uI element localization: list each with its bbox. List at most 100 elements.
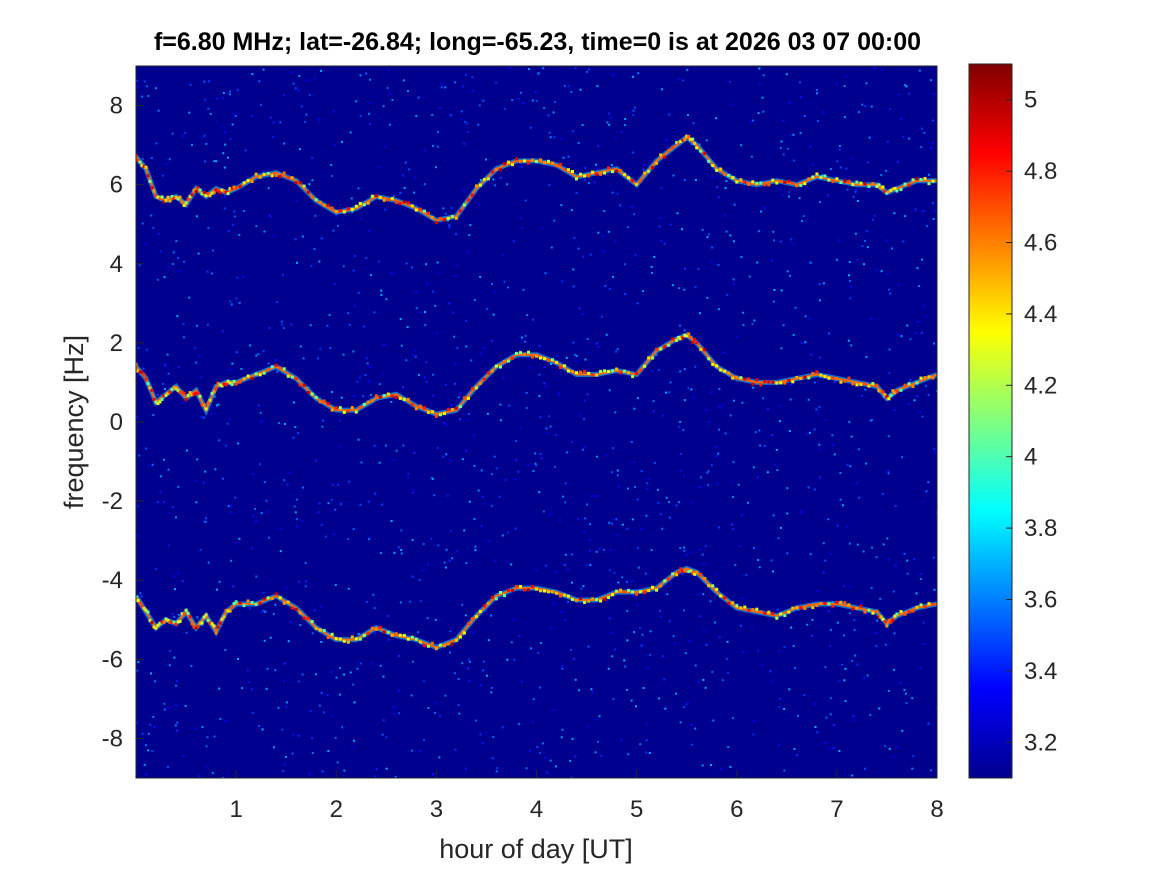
trace-point <box>667 149 671 153</box>
noise-pixel <box>272 612 275 615</box>
noise-pixel <box>699 615 702 618</box>
trace-point <box>895 612 899 616</box>
trace-point <box>503 162 506 166</box>
noise-pixel <box>538 373 541 376</box>
noise-pixel <box>492 313 495 316</box>
noise-pixel <box>630 699 633 702</box>
noise-pixel <box>297 680 300 683</box>
trace-point <box>220 617 224 621</box>
noise-pixel <box>618 485 621 488</box>
noise-pixel <box>868 136 871 139</box>
trace-point <box>535 160 538 163</box>
noise-pixel <box>560 137 563 140</box>
noise-pixel <box>395 449 398 452</box>
trace-point <box>232 379 236 383</box>
trace-point <box>751 180 755 184</box>
trace-point <box>687 570 691 574</box>
noise-pixel <box>465 320 468 322</box>
trace-point <box>394 200 398 204</box>
noise-pixel <box>822 542 825 545</box>
trace-point <box>551 590 554 594</box>
noise-pixel <box>611 655 614 658</box>
noise-pixel <box>284 423 287 425</box>
noise-pixel <box>807 486 810 489</box>
noise-pixel <box>575 359 578 362</box>
noise-pixel <box>848 420 851 423</box>
noise-pixel <box>352 269 355 272</box>
noise-pixel <box>926 225 929 228</box>
noise-pixel <box>418 749 421 752</box>
noise-pixel <box>620 739 623 742</box>
noise-pixel <box>856 543 859 546</box>
trace-point <box>286 176 290 180</box>
noise-pixel <box>757 559 760 561</box>
noise-pixel <box>222 152 225 155</box>
trace-point <box>783 381 787 385</box>
noise-pixel <box>524 334 527 337</box>
noise-pixel <box>904 84 907 86</box>
noise-pixel <box>427 707 430 710</box>
noise-pixel <box>236 276 239 279</box>
trace-layer <box>136 134 937 651</box>
trace-point <box>334 209 338 213</box>
noise-pixel <box>468 680 471 683</box>
noise-pixel <box>703 629 705 631</box>
trace-point <box>350 406 354 410</box>
noise-pixel <box>152 414 155 417</box>
trace-point <box>823 601 827 605</box>
noise-pixel <box>141 732 144 735</box>
noise-pixel <box>920 572 923 575</box>
trace-point <box>879 186 883 190</box>
noise-pixel <box>761 96 764 99</box>
noise-pixel <box>843 679 846 682</box>
noise-pixel <box>383 343 386 346</box>
trace-point <box>499 365 502 369</box>
trace-point <box>302 616 306 620</box>
noise-pixel <box>677 501 680 504</box>
noise-pixel <box>586 337 589 340</box>
trace-point <box>675 140 679 144</box>
noise-pixel <box>195 361 198 364</box>
noise-pixel <box>438 756 441 759</box>
noise-pixel <box>167 372 170 375</box>
trace-point <box>204 407 208 411</box>
noise-pixel <box>397 546 400 549</box>
noise-pixel <box>374 775 377 778</box>
noise-pixel <box>530 647 533 650</box>
trace-point <box>204 194 208 198</box>
trace-point <box>763 611 767 615</box>
noise-pixel <box>161 174 164 177</box>
trace-point <box>735 375 739 379</box>
noise-pixel <box>801 220 804 223</box>
noise-pixel <box>679 721 682 724</box>
noise-pixel <box>340 396 343 399</box>
noise-pixel <box>831 444 834 447</box>
noise-pixel <box>398 654 401 657</box>
noise-pixel <box>188 111 191 114</box>
noise-pixel <box>147 464 150 467</box>
trace-point <box>731 376 735 380</box>
noise-pixel <box>283 142 286 145</box>
noise-pixel <box>159 250 162 253</box>
noise-pixel <box>261 728 264 731</box>
noise-pixel <box>706 296 709 299</box>
noise-pixel <box>903 552 906 555</box>
trace-point <box>218 191 222 195</box>
noise-pixel <box>597 145 600 148</box>
noise-pixel <box>684 652 687 655</box>
noise-pixel <box>222 126 225 129</box>
noise-pixel <box>434 711 436 714</box>
noise-pixel <box>173 575 176 578</box>
trace-point <box>266 596 270 600</box>
noise-pixel <box>204 470 207 473</box>
trace-point <box>150 388 154 392</box>
noise-pixel <box>911 767 914 770</box>
noise-pixel <box>283 94 286 96</box>
trace-point <box>671 572 675 576</box>
trace-point <box>651 356 655 360</box>
noise-pixel <box>838 148 841 151</box>
noise-pixel <box>586 503 589 506</box>
trace-point <box>378 395 382 399</box>
noise-pixel <box>301 235 304 238</box>
noise-pixel <box>242 276 245 278</box>
